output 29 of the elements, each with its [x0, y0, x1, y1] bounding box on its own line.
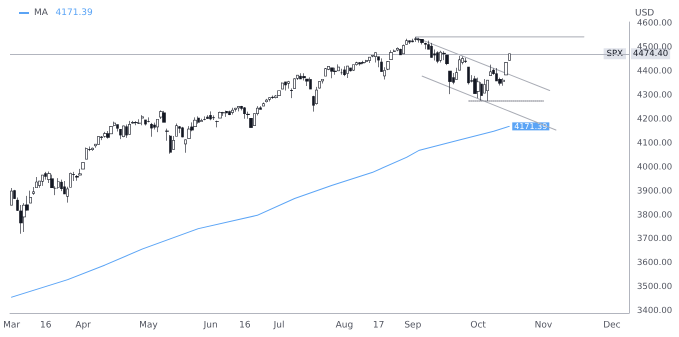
- y-tick-label: 4100.00: [637, 138, 672, 148]
- x-tick-label: 16: [239, 320, 251, 330]
- y-axis-title: USD: [635, 8, 654, 18]
- x-tick-label: Sep: [404, 320, 422, 330]
- y-tick-label: 4400.00: [637, 66, 672, 77]
- y-tick-label: 3600.00: [637, 258, 672, 268]
- x-tick-label: Apr: [75, 320, 92, 330]
- x-tick-label: Oct: [470, 320, 486, 330]
- legend-label: MA: [34, 8, 49, 18]
- y-tick-label: 4600.00: [637, 18, 672, 29]
- y-tick-label: 4300.00: [637, 90, 672, 101]
- y-tick-label: 3800.00: [637, 210, 672, 220]
- y-tick-label: 4000.00: [637, 162, 672, 172]
- x-tick-label: 17: [372, 320, 384, 330]
- x-tick-label: 16: [40, 320, 52, 330]
- y-tick-label: 3900.00: [637, 186, 672, 196]
- y-tick-label: 4200.00: [637, 114, 672, 124]
- y-tick-label: 3400.00: [637, 306, 672, 316]
- y-tick-label: 3700.00: [637, 234, 672, 244]
- text: 4474.40: [633, 48, 668, 59]
- x-tick-label: May: [139, 320, 158, 330]
- x-tick-label: Aug: [336, 320, 354, 330]
- x-tick-label: Dec: [603, 320, 621, 330]
- text: 4171.39: [56, 8, 93, 18]
- y-tick-label: 3500.00: [637, 282, 672, 292]
- x-tick-label: Jun: [202, 320, 218, 330]
- x-tick-label: Nov: [534, 320, 553, 330]
- x-tick-label: Mar: [3, 320, 20, 330]
- x-tick-label: Jul: [272, 320, 284, 330]
